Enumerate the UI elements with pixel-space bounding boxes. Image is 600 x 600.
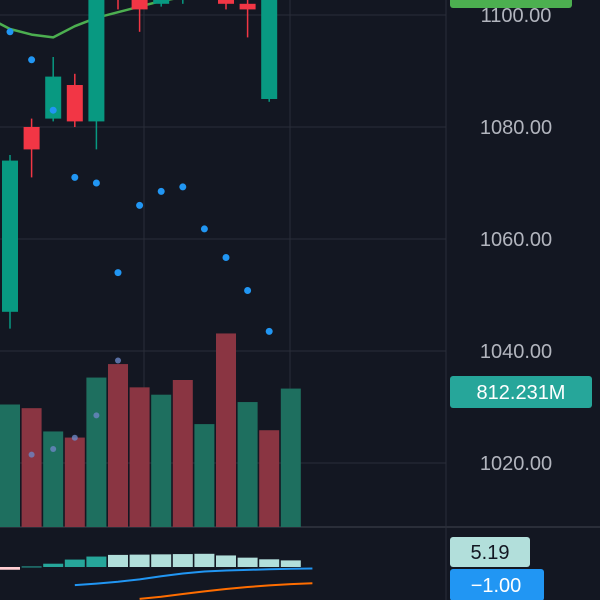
sar-dot — [157, 187, 165, 195]
sar-dot-faded — [93, 412, 100, 419]
price-axis-label: 1040.00 — [480, 341, 552, 363]
indicator-fast-line — [74, 567, 313, 587]
volume-bar — [237, 402, 258, 527]
candle-body[interactable] — [239, 3, 256, 10]
sar-dot — [49, 106, 57, 114]
candle-body[interactable] — [153, 0, 170, 4]
volume-value-badge — [450, 376, 592, 408]
indicator-histogram-bar — [43, 563, 64, 567]
sar-dot — [6, 28, 14, 36]
indicator-histogram-bar — [280, 560, 301, 567]
sar-dot — [92, 179, 100, 187]
candle-body[interactable] — [45, 76, 62, 119]
indicator-histogram-bar — [129, 554, 150, 567]
candle-body[interactable] — [2, 160, 18, 312]
indicator-histogram-bar — [237, 557, 258, 567]
volume-bar — [151, 394, 172, 527]
candle-body[interactable] — [131, 0, 148, 10]
sar-dot — [265, 327, 273, 335]
volume-bar — [0, 404, 20, 527]
indicator-line-label: −1.00 — [471, 575, 522, 597]
sar-dot-faded — [28, 451, 35, 458]
sar-dot — [244, 287, 252, 295]
candle-body[interactable] — [23, 127, 40, 150]
indicator-histogram-bar — [108, 554, 128, 567]
indicator-histogram-bar — [216, 555, 236, 567]
volume-bar — [43, 431, 64, 527]
volume-bar — [64, 437, 85, 527]
volume-bar — [129, 387, 150, 527]
volume-bar — [21, 408, 42, 527]
indicator-value-badge — [450, 537, 530, 567]
sar-dot — [136, 201, 144, 209]
sar-dot — [200, 225, 208, 233]
volume-value-label: 812.231M — [477, 382, 566, 404]
price-axis-label: 1060.00 — [480, 229, 552, 251]
indicator-histogram-bar — [86, 556, 107, 567]
volume-bar — [194, 424, 215, 527]
candle-body[interactable] — [261, 0, 278, 100]
volume-bar — [108, 364, 128, 527]
sar-dot — [28, 56, 36, 64]
indicator-value-label: 5.19 — [471, 542, 510, 564]
indicator-slow-line — [139, 582, 313, 600]
price-axis-label: 1080.00 — [480, 117, 552, 139]
indicator-histogram-bar — [0, 567, 20, 570]
moving-average-line — [0, 0, 174, 39]
price-axis-label: 1020.00 — [480, 453, 552, 475]
sar-dot-faded — [50, 446, 57, 452]
sar-dot — [71, 173, 79, 181]
volume-bar — [216, 333, 236, 527]
sar-dot-faded — [115, 357, 121, 364]
volume-bar — [280, 388, 301, 527]
sar-dot-faded — [71, 434, 78, 441]
indicator-histogram-bar — [21, 566, 42, 568]
sar-dot — [179, 183, 187, 191]
sar-dot — [114, 269, 122, 277]
indicator-histogram-bar — [151, 554, 172, 567]
current-price-badge — [450, 0, 572, 8]
indicator-histogram-bar — [259, 559, 280, 567]
sar-dot — [222, 253, 230, 261]
candle-body[interactable] — [88, 0, 105, 122]
indicator-histogram-bar — [194, 553, 215, 567]
indicator-histogram-bar — [64, 559, 85, 567]
volume-bar — [259, 430, 280, 527]
candle-body[interactable] — [218, 0, 234, 4]
indicator-histogram-bar — [172, 554, 193, 567]
volume-bar — [86, 377, 107, 527]
volume-bar — [172, 380, 193, 527]
indicator-line-badge — [450, 569, 544, 600]
price-axis-label: 1100.00 — [481, 5, 552, 27]
candle-body[interactable] — [66, 85, 83, 122]
